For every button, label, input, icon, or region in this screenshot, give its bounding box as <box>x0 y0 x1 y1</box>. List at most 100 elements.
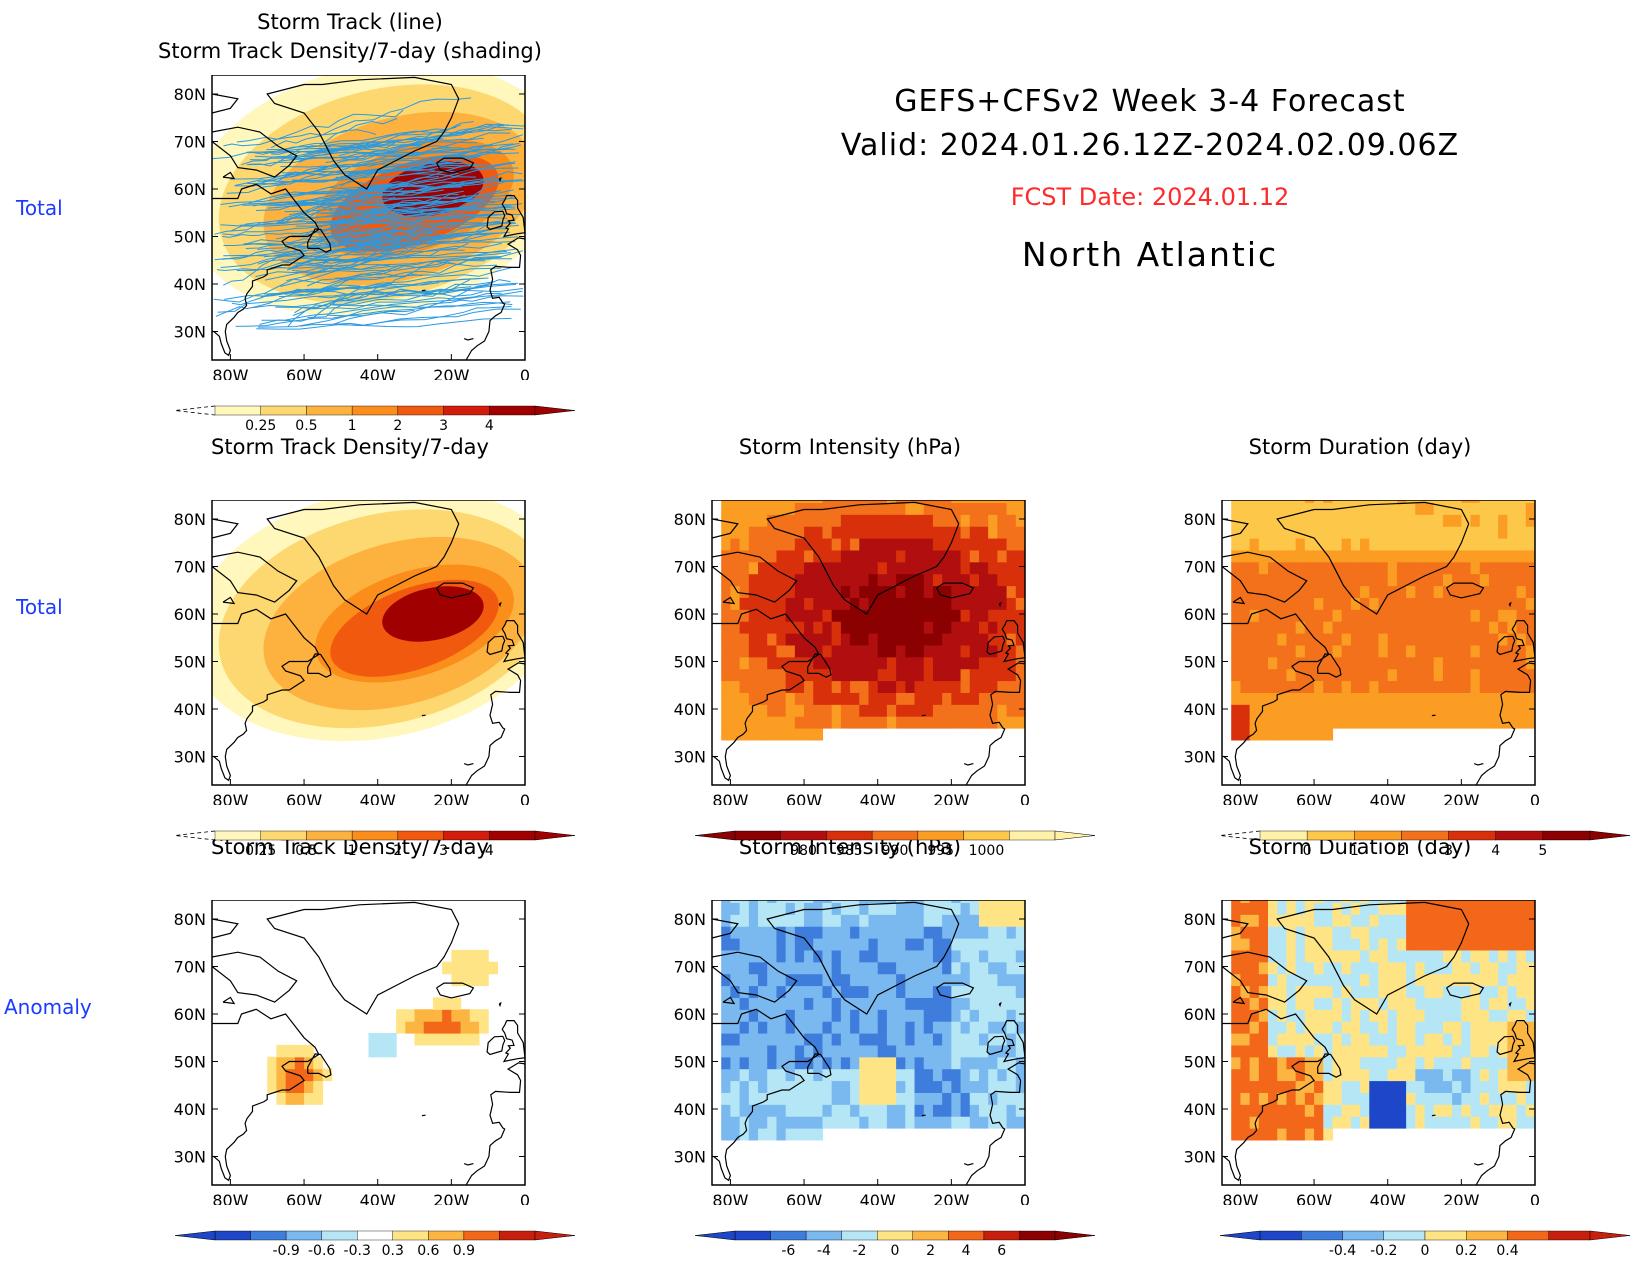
lat-tick-label: 70N <box>174 958 206 977</box>
colorbar-swatch <box>1301 1230 1343 1241</box>
colorbar-label: -6 <box>781 1243 795 1259</box>
map-frame <box>711 900 1026 1186</box>
colorbar-swatch <box>214 405 261 416</box>
colorbar-label: 2 <box>393 843 402 859</box>
lat-tick-label: 30N <box>674 1148 706 1167</box>
gridded-shading <box>267 949 498 1105</box>
colorbar-label: 0.5 <box>295 843 317 859</box>
map-duration-total: 80N 70N 60N 50N 40N 30N 80W 60W 40W 20W 0 <box>1184 500 1540 805</box>
lon-tick-label: 60W <box>286 1191 322 1205</box>
lat-tick-label: 60N <box>174 1005 206 1024</box>
colorbar-swatch <box>983 1230 1020 1241</box>
colorbar-swatch <box>1019 1230 1056 1241</box>
lat-tick-label: 80N <box>1184 910 1216 929</box>
map-frame <box>711 500 1026 786</box>
colorbar-label: 3 <box>439 843 448 859</box>
colorbar-label: 0 <box>891 1243 900 1259</box>
colorbar-swatch <box>948 1230 985 1241</box>
colorbar-label: 4 <box>485 418 494 434</box>
lon-tick-label: 40W <box>1370 1191 1406 1205</box>
lon-tick-label: 40W <box>360 791 396 805</box>
colorbar-label: 2 <box>1397 843 1406 859</box>
lat-tick-label: 60N <box>674 1005 706 1024</box>
lon-tick-label: 80W <box>712 1191 748 1205</box>
density-level-5 <box>382 586 484 642</box>
lat-tick-label: 80N <box>1184 510 1216 529</box>
lon-tick-label: 80W <box>212 366 248 380</box>
colorbar-right-end <box>534 405 576 416</box>
lat-tick-label: 40N <box>674 1100 706 1119</box>
lat-tick-label: 70N <box>674 558 706 577</box>
colorbar-swatch <box>214 1230 251 1241</box>
main-title-line1: GEFS+CFSv2 Week 3-4 Forecast <box>894 84 1406 119</box>
colorbar-swatch <box>357 1230 393 1241</box>
colorbar-swatch <box>1009 830 1056 841</box>
colorbar-label: 4 <box>962 1243 971 1259</box>
colorbar-label: 1000 <box>969 843 1005 859</box>
main-title-line2: Valid: 2024.01.26.12Z-2024.02.09.06Z <box>840 128 1460 163</box>
lat-tick-label: 60N <box>174 605 206 624</box>
colorbar-label: 0.4 <box>1496 1243 1518 1259</box>
colorbar-swatch <box>489 830 536 841</box>
lon-tick-label: 40W <box>1370 791 1406 805</box>
lat-tick-label: 30N <box>1184 748 1216 767</box>
colorbar-label: -0.6 <box>308 1243 335 1259</box>
colorbar-swatch <box>1354 830 1402 841</box>
lon-tick-label: 60W <box>786 1191 822 1205</box>
colorbar-label: 5 <box>1538 843 1547 859</box>
lat-tick-label: 40N <box>174 275 206 294</box>
colorbar-label: -0.9 <box>272 1243 299 1259</box>
lat-tick-label: 60N <box>1184 605 1216 624</box>
colorbar-duration: 0 1 2 3 4 5 <box>1219 830 1631 859</box>
fcst-date: FCST Date: 2024.01.12 <box>1010 183 1290 211</box>
colorbar-swatch <box>1259 1230 1302 1241</box>
colorbar-label: 0 <box>1303 843 1312 859</box>
colorbar-swatch <box>734 1230 771 1241</box>
colorbar-label: 0.3 <box>382 1243 404 1259</box>
lon-tick-label: 60W <box>286 791 322 805</box>
colorbar-left-end <box>694 830 736 841</box>
lat-tick-label: 70N <box>174 133 206 152</box>
coastlines <box>711 901 1026 1186</box>
coastlines <box>1221 901 1536 1186</box>
map-density-anomaly: 80N 70N 60N 50N 40N 30N 80W 60W 40W 20W 0 <box>174 900 530 1205</box>
lat-tick-label: 30N <box>174 323 206 342</box>
map-frame <box>1221 500 1536 786</box>
lat-tick-label: 30N <box>674 748 706 767</box>
lon-tick-label: 0 <box>520 1191 530 1205</box>
lon-tick-label: 20W <box>1443 791 1479 805</box>
colorbar-left-end <box>174 1230 216 1241</box>
map-intensity-total: 80N 70N 60N 50N 40N 30N 80W 60W 40W 20W 0 <box>674 500 1030 805</box>
colorbar-right-end <box>1054 1230 1096 1241</box>
map-density-total: 80N 70N 60N 50N 40N 30N 80W 60W 40W 20W 0 <box>174 500 530 805</box>
colorbar-swatch <box>260 405 307 416</box>
coastlines <box>711 501 1026 786</box>
lat-tick-label: 50N <box>174 228 206 247</box>
region-title: North Atlantic <box>1021 235 1279 274</box>
colorbar-swatch <box>1448 830 1496 841</box>
colorbar-swatch <box>841 1230 878 1241</box>
colorbar-swatch <box>1424 1230 1467 1241</box>
lat-tick-label: 50N <box>174 1053 206 1072</box>
colorbar-swatch <box>1542 830 1591 841</box>
lat-tick-label: 50N <box>1184 1053 1216 1072</box>
panel-title-tracks: Storm Track (line) Storm Track Density/7… <box>158 10 542 63</box>
gridded-shading <box>721 900 1025 1141</box>
lat-tick-label: 50N <box>174 653 206 672</box>
colorbar-left-end <box>174 405 216 416</box>
colorbar-left-end <box>174 830 216 841</box>
lat-tick-label: 40N <box>174 700 206 719</box>
lon-tick-label: 20W <box>933 1191 969 1205</box>
lat-tick-label: 80N <box>674 510 706 529</box>
lon-tick-label: 0 <box>1530 791 1540 805</box>
storm-track-lines <box>212 97 525 330</box>
colorbar-label: 980 <box>790 843 817 859</box>
lon-tick-label: 20W <box>433 791 469 805</box>
map-frame <box>211 75 526 361</box>
lat-tick-label: 80N <box>174 910 206 929</box>
gridded-shading <box>721 500 1025 741</box>
lat-tick-label: 50N <box>674 653 706 672</box>
colorbar-swatch <box>463 1230 500 1241</box>
lat-tick-label: 70N <box>1184 558 1216 577</box>
colorbar-label: 2 <box>926 1243 935 1259</box>
